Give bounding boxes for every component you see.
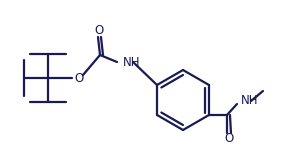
Text: O: O: [224, 133, 234, 146]
Text: NH: NH: [241, 95, 259, 108]
Text: NH: NH: [123, 55, 140, 69]
Text: O: O: [74, 71, 84, 84]
Text: O: O: [94, 24, 103, 38]
